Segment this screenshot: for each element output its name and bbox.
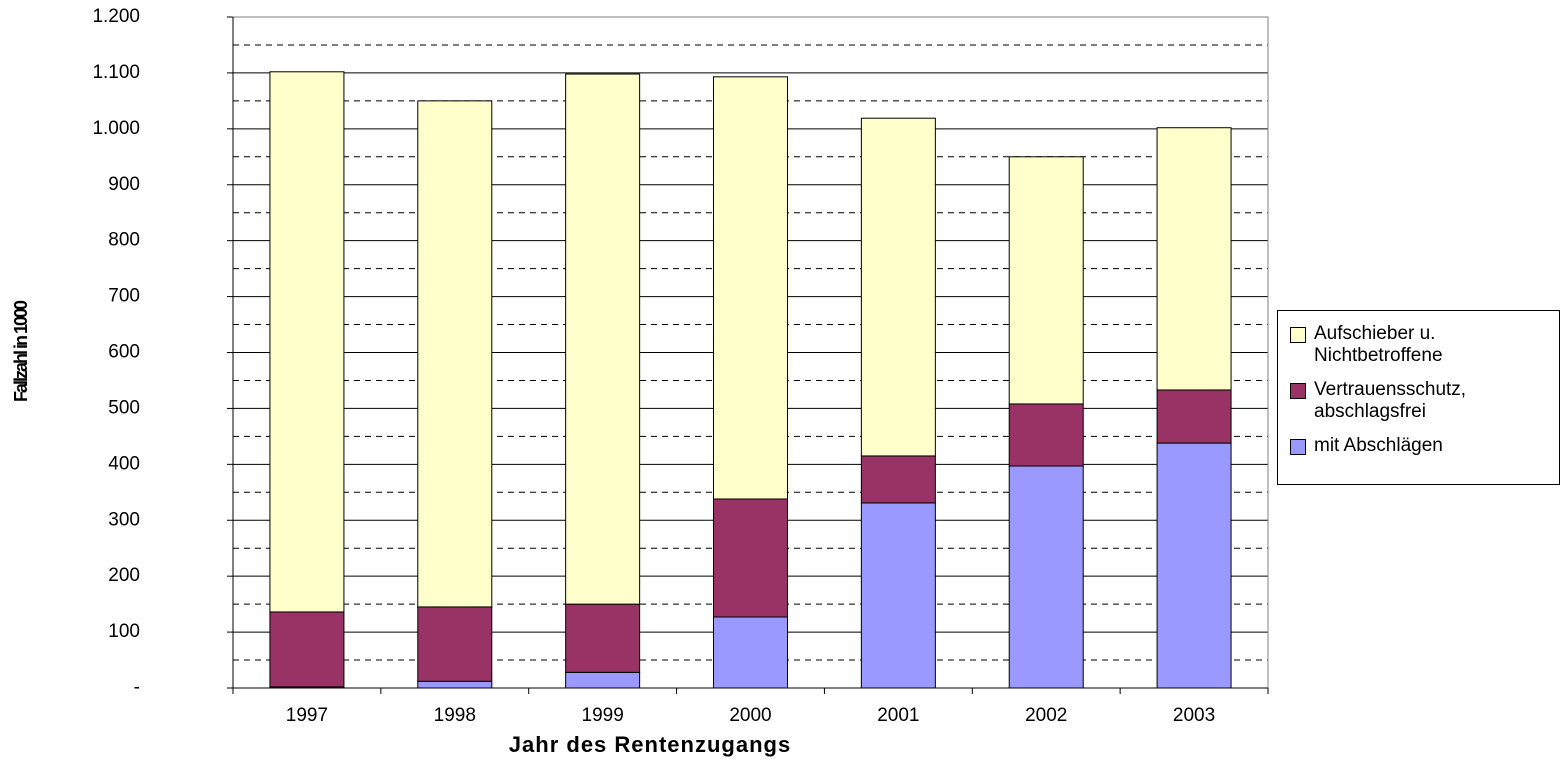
legend: Aufschieber u. Nichtbetroffene Vertrauens… [1277, 310, 1560, 485]
bar-segment [269, 71, 345, 613]
bar-segment [860, 455, 936, 504]
x-tick-label: 1998 [434, 705, 476, 726]
bar-segment [417, 680, 493, 689]
legend-item: mit Abschlägen [1286, 435, 1551, 457]
y-tick-label: 300 [108, 509, 140, 530]
y-tick-label: 900 [108, 174, 140, 195]
y-tick-label: - [134, 677, 140, 698]
bar-segment [417, 606, 493, 682]
y-tick-label: 200 [108, 565, 140, 586]
bar-segment [1156, 442, 1232, 689]
y-tick-label: 800 [108, 230, 140, 251]
bar-segment [713, 76, 788, 500]
y-tick-label: 600 [108, 342, 140, 363]
y-tick-label: 700 [108, 286, 140, 307]
bar-segment [565, 603, 641, 673]
y-tick-label: 1.000 [92, 118, 140, 139]
bar-segment [713, 498, 788, 618]
x-tick-label: 2001 [877, 705, 919, 726]
bar-segment [1008, 465, 1084, 689]
bar-segment [860, 502, 936, 689]
bar-segment [565, 671, 641, 689]
legend-label: Vertrauensschutz, abschlagsfrei [1314, 379, 1467, 422]
bar-segment [1008, 403, 1084, 467]
legend-label: mit Abschlägen [1314, 435, 1443, 456]
x-axis-title: Jahr des Rentenzugangs [509, 732, 791, 757]
bar-segment [417, 100, 493, 608]
x-tick-label: 2002 [1025, 705, 1067, 726]
bar-segment [860, 117, 936, 457]
y-tick-label: 400 [108, 453, 140, 474]
bar-segment [1008, 156, 1084, 405]
x-tick-label: 1999 [582, 705, 624, 726]
legend-swatch [1290, 439, 1306, 455]
x-tick-label: 1997 [286, 705, 328, 726]
x-tick-label: 2000 [729, 705, 771, 726]
legend-swatch [1290, 327, 1306, 343]
legend-item: Aufschieber u. Nichtbetroffene [1286, 323, 1551, 367]
x-tick-label: 2003 [1173, 705, 1215, 726]
bar-segment [713, 616, 788, 689]
y-tick-label: 500 [108, 397, 140, 418]
bar-segment [1156, 127, 1232, 391]
y-tick-label: 1.100 [92, 62, 140, 83]
bar-segment [565, 73, 641, 605]
bar-segment [1156, 389, 1232, 444]
y-tick-label: 100 [108, 621, 140, 642]
y-axis-title: Fallzahl in 1000 [11, 300, 31, 402]
bar-segment [269, 611, 345, 688]
legend-item: Vertrauensschutz, abschlagsfrei [1286, 379, 1551, 423]
legend-label: Aufschieber u. Nichtbetroffene [1314, 323, 1443, 366]
y-tick-label: 1.200 [92, 6, 140, 27]
legend-swatch [1290, 383, 1306, 399]
